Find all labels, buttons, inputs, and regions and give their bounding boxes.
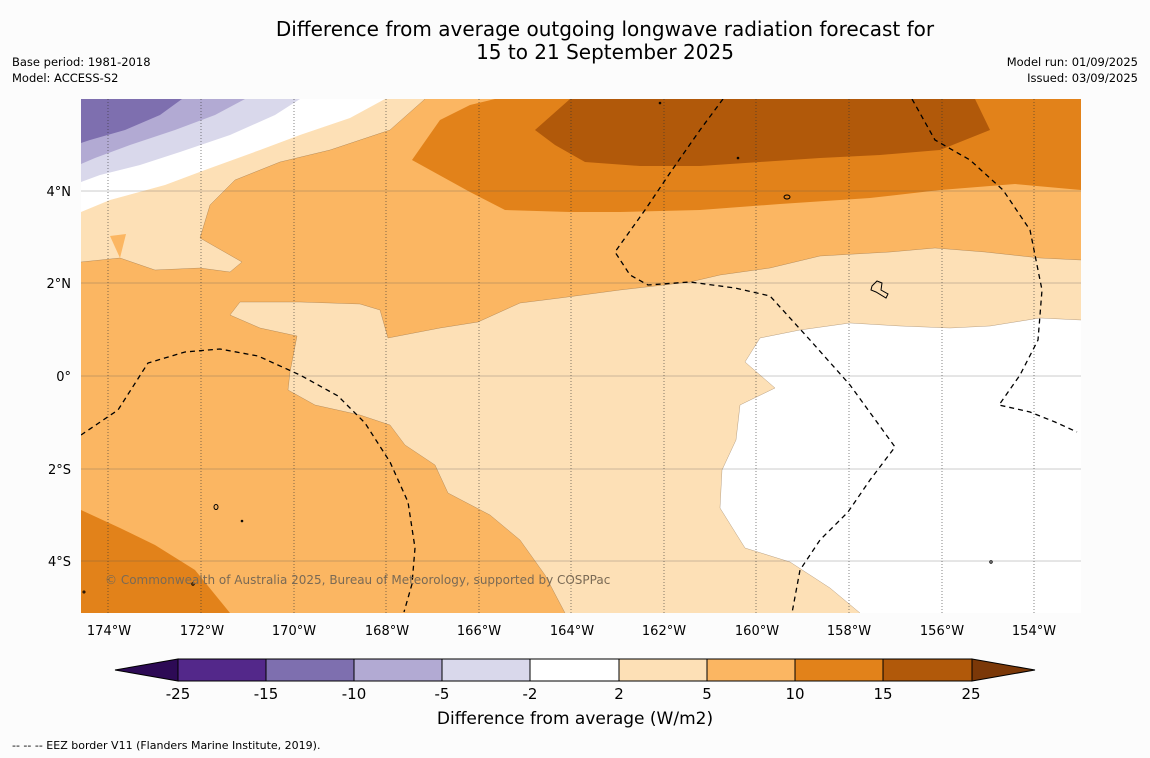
colorbar-tick-labels: -25 -15 -10 -5 -2 2 5 10 15 25 <box>166 685 981 703</box>
colorbar-segment <box>177 658 267 682</box>
lat-label: 4°N <box>47 185 72 200</box>
colorbar-tick: 2 <box>614 685 624 703</box>
eez-borders <box>81 99 1078 613</box>
colorbar-tick: 25 <box>961 685 980 703</box>
lon-label: 154°W <box>1012 624 1056 639</box>
colorbar-segment <box>441 658 531 682</box>
colorbar-tick: -25 <box>166 685 191 703</box>
colorbar-segment <box>529 658 620 682</box>
anomaly-band-10-15-southwest <box>81 510 230 613</box>
lon-label: 162°W <box>642 624 686 639</box>
colorbar-extend-low <box>114 658 179 682</box>
title-line-1: Difference from average outgoing longwav… <box>275 17 935 41</box>
contour-lines <box>81 99 1081 613</box>
colorbar <box>114 658 1036 682</box>
issued-date: Issued: 03/09/2025 <box>1027 71 1138 85</box>
anomaly-band-minus15-minus10 <box>81 99 182 143</box>
lat-label: 0° <box>56 370 71 385</box>
lon-label: 172°W <box>180 624 224 639</box>
colorbar-tick: -10 <box>342 685 367 703</box>
map-area: © Commonwealth of Australia 2025, Bureau… <box>81 99 1081 613</box>
lon-label: 174°W <box>87 624 131 639</box>
colorbar-segment <box>353 658 443 682</box>
colorbar-tick: 15 <box>873 685 892 703</box>
lat-axis-labels: 4°N 2°N 0° 2°S 4°S <box>47 185 72 570</box>
colorbar-segment <box>618 658 708 682</box>
meta-left: Base period: 1981-2018 Model: ACCESS-S2 <box>12 54 151 86</box>
lon-label: 168°W <box>365 624 409 639</box>
model-run: Model run: 01/09/2025 <box>1006 55 1138 69</box>
colorbar-tick: 10 <box>785 685 804 703</box>
eez-legend-note: -- -- -- EEZ border V11 (Flanders Marine… <box>12 739 321 752</box>
lon-label: 164°W <box>550 624 594 639</box>
lon-label: 166°W <box>457 624 501 639</box>
colorbar-tick: 5 <box>702 685 712 703</box>
anomaly-finger <box>110 234 126 258</box>
colorbar-segment <box>265 658 355 682</box>
chart-title: Difference from average outgoing longwav… <box>175 18 1035 64</box>
lat-label: 2°S <box>48 463 71 478</box>
colorbar-extend-high <box>971 658 1036 682</box>
base-period: Base period: 1981-2018 <box>12 55 151 69</box>
copyright-text: © Commonwealth of Australia 2025, Bureau… <box>105 573 610 587</box>
colorbar-tick: -2 <box>523 685 538 703</box>
title-line-2: 15 to 21 September 2025 <box>476 40 734 64</box>
anomaly-band-5-10 <box>81 99 1081 613</box>
lat-label: 4°S <box>48 555 71 570</box>
lat-label: 2°N <box>47 277 72 292</box>
colorbar-tick: -15 <box>254 685 279 703</box>
colorbar-segment <box>794 658 884 682</box>
lon-label: 170°W <box>272 624 316 639</box>
parallels <box>81 190 1081 562</box>
meta-right: Model run: 01/09/2025 Issued: 03/09/2025 <box>1007 54 1138 86</box>
model-name: Model: ACCESS-S2 <box>12 71 119 85</box>
lon-label: 158°W <box>827 624 871 639</box>
colorbar-segment <box>706 658 796 682</box>
islands <box>82 101 993 594</box>
colorbar-title: Difference from average (W/m2) <box>436 709 714 729</box>
colorbar-tick: -5 <box>435 685 450 703</box>
lon-label: 160°W <box>735 624 779 639</box>
colorbar-segment <box>882 658 973 682</box>
anomaly-band-15-25 <box>535 99 990 166</box>
lon-axis-labels: 174°W 172°W 170°W 168°W 166°W 164°W 162°… <box>87 624 1056 639</box>
anomaly-band-neutral-southeast <box>720 318 1081 613</box>
lon-label: 156°W <box>920 624 964 639</box>
